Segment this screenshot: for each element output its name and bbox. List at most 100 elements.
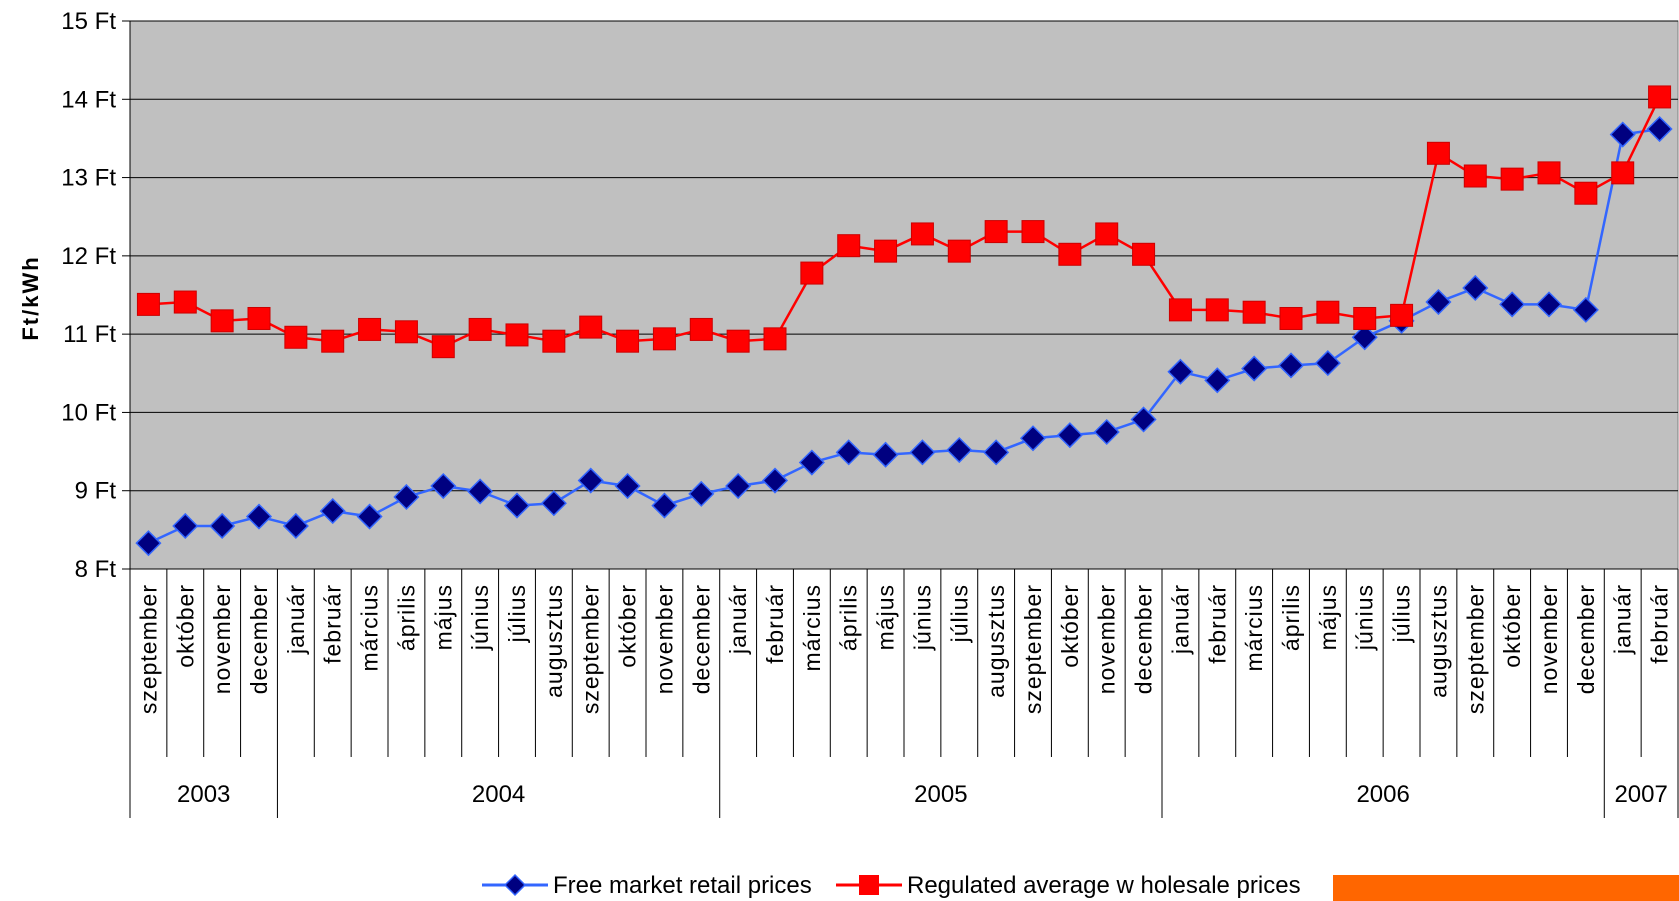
series-1 <box>135 115 1673 557</box>
x-tick-label: április <box>393 584 419 651</box>
data-point <box>430 472 457 500</box>
x-tick-label: június <box>909 584 935 651</box>
x-tick-label: november <box>651 584 677 694</box>
series-layer <box>135 85 1673 557</box>
data-point <box>503 492 531 519</box>
y-tick-label: 12 Ft <box>61 243 116 270</box>
data-point <box>1611 161 1635 185</box>
x-tick-label: december <box>688 584 714 694</box>
data-point <box>505 323 529 347</box>
data-point <box>467 478 494 505</box>
data-point <box>835 439 862 466</box>
x-tick-label: február <box>1647 584 1673 664</box>
data-point <box>1130 406 1157 433</box>
gridlines <box>130 20 1678 492</box>
data-point <box>1609 121 1636 148</box>
x-tick-label: január <box>725 584 751 655</box>
x-tick-label: május <box>430 584 456 650</box>
data-point <box>1463 164 1487 188</box>
data-point <box>1132 242 1156 266</box>
data-point <box>1648 85 1672 109</box>
data-point <box>358 317 382 341</box>
data-point <box>245 503 273 530</box>
data-point <box>1500 167 1524 191</box>
x-tick-label: december <box>246 584 272 694</box>
data-point <box>725 472 752 500</box>
data-point <box>1537 161 1561 185</box>
x-tick-label: november <box>1536 584 1562 694</box>
year-label: 2004 <box>472 781 525 808</box>
data-point <box>1021 220 1045 244</box>
data-point <box>1574 181 1598 205</box>
x-tick-label: május <box>1315 584 1341 650</box>
x-axis: szeptember október november december január f… <box>129 568 1679 818</box>
data-point <box>1316 300 1340 324</box>
legend-marker-square-icon <box>859 875 879 895</box>
data-point <box>1056 422 1083 449</box>
legend-label-regulated: Regulated average w holesale prices <box>907 872 1301 899</box>
x-tick-label: október <box>615 584 641 668</box>
plot-area <box>129 20 1679 570</box>
x-tick-label: október <box>172 584 198 668</box>
x-tick-label: augusztus <box>983 584 1009 698</box>
data-point <box>173 290 197 314</box>
data-point <box>356 503 383 530</box>
y-tick-label: 10 Ft <box>61 399 116 426</box>
x-tick-label: október <box>1057 584 1083 668</box>
x-tick-label: március <box>799 584 825 672</box>
data-point <box>468 317 492 341</box>
data-point <box>761 467 789 494</box>
y-tick-label: 8 Ft <box>75 556 117 583</box>
data-point <box>688 480 715 507</box>
data-point <box>837 234 861 258</box>
data-point <box>1353 306 1377 330</box>
data-point <box>172 512 199 540</box>
x-tick-label: január <box>1167 584 1193 655</box>
data-point <box>1241 355 1268 382</box>
y-tick-label: 9 Ft <box>75 478 117 505</box>
data-point <box>319 498 346 525</box>
data-point <box>689 317 713 341</box>
data-point <box>1462 274 1489 302</box>
year-label: 2005 <box>914 781 967 808</box>
series-2 <box>136 85 1672 359</box>
data-point <box>579 315 603 339</box>
data-point <box>1058 242 1082 266</box>
data-point <box>393 483 420 511</box>
x-tick-label: szeptember <box>1020 584 1046 714</box>
x-tick-label: február <box>1204 584 1230 664</box>
data-point <box>282 512 309 540</box>
data-point <box>209 512 236 540</box>
year-label: 2006 <box>1356 781 1409 808</box>
x-tick-label: december <box>1131 584 1157 694</box>
data-point <box>284 325 308 349</box>
x-tick-label: július <box>504 584 530 643</box>
y-tick-label: 11 Ft <box>63 321 116 348</box>
data-point <box>763 327 787 351</box>
legend: Free market retail prices Regulated aver… <box>482 872 1679 901</box>
data-point <box>614 472 641 500</box>
x-tick-label: február <box>320 584 346 664</box>
data-point <box>1426 141 1450 165</box>
x-tick-label: július <box>946 584 972 643</box>
x-tick-label: szeptember <box>578 584 604 714</box>
data-point <box>136 292 160 316</box>
x-tick-label: január <box>1610 584 1636 655</box>
data-point <box>1167 358 1194 385</box>
data-point <box>542 329 566 353</box>
data-point <box>910 222 934 246</box>
data-point <box>247 306 271 330</box>
data-point <box>983 439 1010 466</box>
data-point <box>651 492 678 519</box>
data-point <box>321 329 345 353</box>
x-tick-label: szeptember <box>1462 584 1488 714</box>
data-point <box>1242 300 1266 324</box>
data-point <box>1535 291 1563 318</box>
data-point <box>1093 418 1120 446</box>
legend-extra-swatch <box>1333 875 1679 901</box>
data-point <box>1499 291 1526 318</box>
y-axis-label: Ft/kWh <box>18 255 43 340</box>
x-tick-label: január <box>283 584 309 655</box>
data-point <box>1646 115 1673 143</box>
data-point <box>872 441 899 468</box>
